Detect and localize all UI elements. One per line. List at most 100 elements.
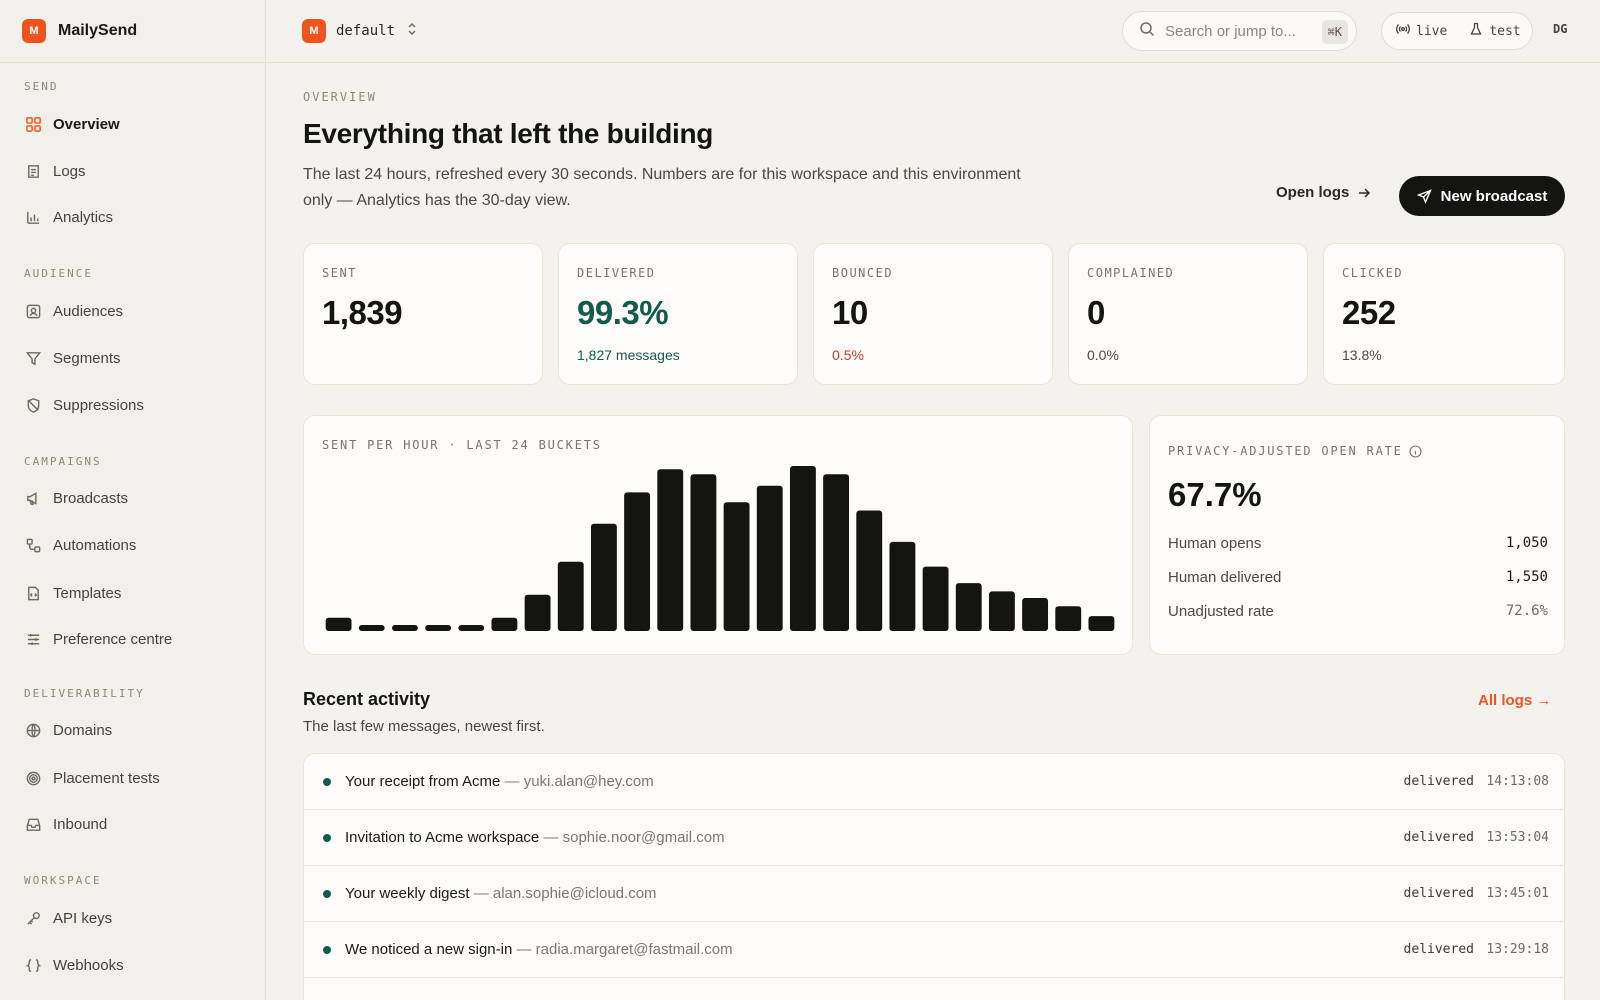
status-badge: delivered	[1403, 942, 1474, 957]
env-live-label: live	[1416, 23, 1448, 39]
recent-activity-title: Recent activity	[303, 689, 431, 709]
section-label-audience: AUDIENCE	[24, 267, 93, 280]
sidebar-item-label: Preference centre	[53, 630, 173, 648]
chart-bar[interactable]	[1088, 616, 1115, 631]
chart-bar[interactable]	[889, 541, 916, 631]
avatar[interactable]: DG	[1553, 22, 1568, 36]
chart-bar[interactable]	[922, 566, 949, 631]
chart-bar[interactable]	[1022, 598, 1049, 631]
list-item[interactable]: Invitation to Acme workspace — sophie.no…	[304, 810, 1564, 866]
recent-activity-subtitle: The last few messages, newest first.	[303, 718, 545, 735]
open-rate-row: Human delivered 1,550	[1168, 569, 1548, 586]
search-input[interactable]: Search or jump to... ⌘K	[1122, 11, 1357, 51]
sidebar-item-label: Templates	[53, 584, 122, 602]
activity-email: alan.sophie@icloud.com	[492, 885, 657, 902]
list-item[interactable]: Your weekly digest — alan.sophie@icloud.…	[304, 866, 1564, 922]
sidebar-item-api-keys[interactable]: API keys	[24, 907, 112, 929]
shield-off-icon	[24, 396, 42, 414]
status-badge: delivered	[1403, 830, 1474, 845]
sidebar-item-broadcasts[interactable]: Broadcasts	[24, 487, 128, 509]
sidebar-item-label: API keys	[53, 909, 113, 927]
page-subtitle: The last 24 hours, refreshed every 30 se…	[303, 166, 1021, 209]
chart-bar[interactable]	[988, 591, 1015, 631]
status-dot	[323, 889, 331, 898]
globe-icon	[24, 721, 42, 739]
sidebar-item-placement-tests[interactable]: Placement tests	[24, 767, 160, 789]
workspace-name: default	[336, 23, 396, 39]
all-logs-link[interactable]: All logs →	[1478, 692, 1552, 709]
status-dot	[323, 777, 331, 786]
open-logs-link[interactable]: Open logs	[1276, 184, 1371, 201]
sidebar-item-label: Overview	[53, 115, 120, 133]
sidebar-item-templates[interactable]: Templates	[24, 582, 121, 604]
sidebar-item-webhooks[interactable]: Webhooks	[24, 954, 124, 976]
env-test-button[interactable]: test	[1469, 22, 1521, 40]
list-item[interactable]	[304, 978, 1564, 1000]
env-live-button[interactable]: live	[1396, 22, 1447, 40]
arrow-right-icon	[1359, 187, 1371, 198]
chart-bar[interactable]	[590, 523, 617, 631]
activity-time: 13:29:18	[1486, 942, 1549, 957]
activity-text: Your weekly digest — alan.sophie@icloud.…	[345, 885, 657, 902]
list-item[interactable]: Your receipt from Acme — yuki.alan@hey.c…	[304, 754, 1564, 810]
sidebar-item-suppressions[interactable]: Suppressions	[24, 394, 144, 416]
stat-value: 1,839	[322, 294, 403, 331]
chart-bar[interactable]	[391, 625, 418, 631]
activity-email: sophie.noor@gmail.com	[562, 829, 725, 846]
workspace-switcher[interactable]: M default	[302, 19, 417, 43]
chart-bar[interactable]	[624, 492, 651, 631]
activity-subject: Your weekly digest	[345, 885, 470, 902]
chart-bar[interactable]	[358, 625, 385, 631]
new-broadcast-button[interactable]: New broadcast	[1399, 176, 1565, 216]
chart-bar[interactable]	[955, 583, 982, 631]
chart-bar[interactable]	[425, 625, 452, 631]
contact-icon	[24, 302, 42, 320]
chart-bar[interactable]	[1055, 606, 1082, 631]
chart-bar[interactable]	[789, 466, 816, 631]
megaphone-icon	[24, 489, 42, 507]
open-rate-row-label: Human opens	[1168, 535, 1262, 552]
search-icon	[1139, 21, 1155, 42]
stat-label: BOUNCED	[832, 266, 894, 280]
sidebar-item-preference-centre[interactable]: Preference centre	[24, 628, 172, 650]
chart-bar[interactable]	[756, 485, 783, 631]
sidebar-item-overview[interactable]: Overview	[24, 113, 120, 135]
stat-subtext: 0.5%	[832, 347, 864, 363]
open-rate-row-label: Human delivered	[1168, 569, 1282, 586]
sidebar-item-inbound[interactable]: Inbound	[24, 813, 107, 835]
chart-bar[interactable]	[557, 561, 584, 631]
chart-bar[interactable]	[491, 617, 518, 631]
target-icon	[24, 769, 42, 787]
open-rate-row-value: 1,550	[1505, 569, 1548, 585]
chart-bar[interactable]	[524, 594, 551, 631]
stat-label: SENT	[322, 266, 357, 280]
chart-bar[interactable]	[690, 474, 717, 631]
sidebar-item-label: Domains	[53, 721, 113, 739]
sidebar-item-label: Automations	[53, 536, 137, 554]
sidebar-item-analytics[interactable]: Analytics	[24, 206, 113, 228]
status-badge: delivered	[1403, 774, 1474, 789]
activity-text: We noticed a new sign-in — radia.margare…	[345, 941, 733, 958]
chart-bar[interactable]	[325, 617, 352, 631]
chart-bar[interactable]	[823, 474, 850, 631]
sidebar-item-segments[interactable]: Segments	[24, 347, 121, 369]
chart-bar[interactable]	[657, 469, 684, 631]
stat-value: 0	[1087, 294, 1105, 331]
filter-icon	[24, 349, 42, 367]
chevron-up-down-icon	[407, 22, 417, 41]
list-item[interactable]: We noticed a new sign-in — radia.margare…	[304, 922, 1564, 978]
chart-bar[interactable]	[458, 625, 485, 631]
brand[interactable]: M MailySend	[0, 0, 265, 63]
sidebar-item-label: Broadcasts	[53, 489, 129, 507]
stat-card-bounced: BOUNCED 10 0.5%	[813, 243, 1053, 385]
chart-bar[interactable]	[723, 502, 750, 631]
stat-value: 99.3%	[577, 294, 669, 331]
sidebar-item-audiences[interactable]: Audiences	[24, 300, 123, 322]
sidebar-item-logs[interactable]: Logs	[24, 160, 86, 182]
sidebar-item-automations[interactable]: Automations	[24, 534, 136, 556]
page-eyebrow: OVERVIEW	[303, 90, 377, 104]
chart-bar[interactable]	[856, 510, 883, 631]
sidebar-item-domains[interactable]: Domains	[24, 719, 112, 741]
braces-icon	[24, 956, 42, 974]
info-icon[interactable]	[1409, 444, 1422, 458]
